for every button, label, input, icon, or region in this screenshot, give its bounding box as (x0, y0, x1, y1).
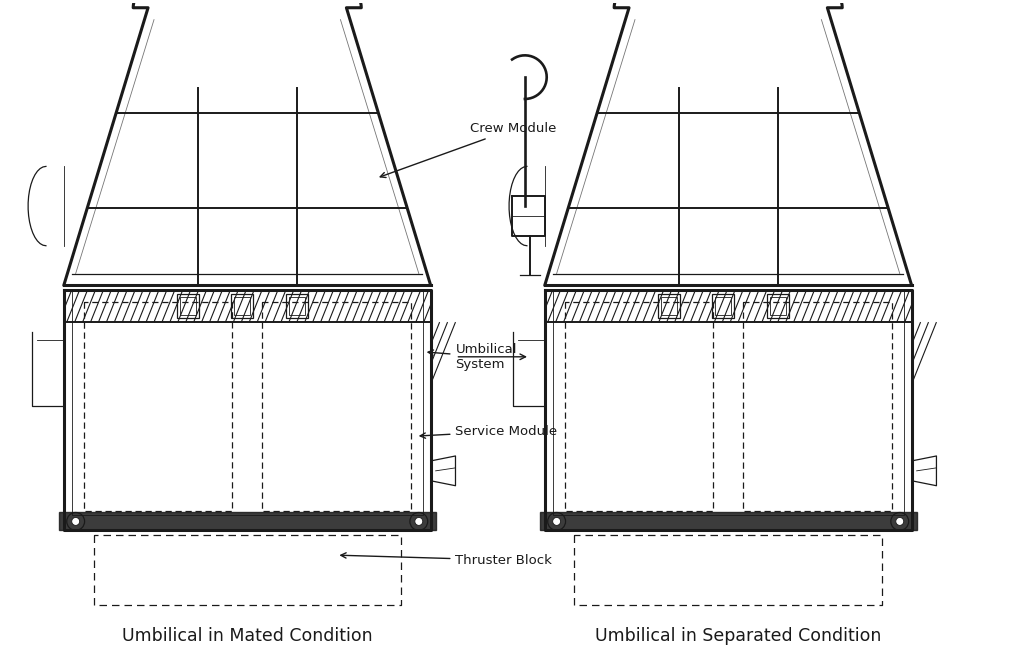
Bar (180, 297, 196, 315)
Bar (289, 297, 305, 315)
Bar (286, 294, 308, 318)
Text: Service Module: Service Module (420, 425, 558, 438)
Circle shape (896, 518, 904, 526)
Bar (767, 294, 789, 318)
Bar (770, 297, 786, 315)
Text: Umbilical in Mated Condition: Umbilical in Mated Condition (122, 628, 373, 646)
Polygon shape (540, 512, 917, 530)
Circle shape (415, 518, 423, 526)
Bar (231, 294, 254, 318)
Circle shape (553, 518, 561, 526)
Text: Crew Module: Crew Module (380, 122, 557, 177)
Polygon shape (64, 290, 430, 322)
Polygon shape (544, 290, 912, 322)
Text: Thruster Block: Thruster Block (341, 553, 553, 566)
Bar (177, 294, 198, 318)
Polygon shape (59, 512, 435, 530)
Bar (713, 294, 734, 318)
Text: Umbilical in Separated Condition: Umbilical in Separated Condition (595, 628, 881, 646)
Bar (715, 297, 731, 315)
Circle shape (72, 518, 80, 526)
Bar (657, 294, 680, 318)
Text: Umbilical
System: Umbilical System (428, 343, 517, 371)
Bar (660, 297, 677, 315)
Bar (234, 297, 251, 315)
